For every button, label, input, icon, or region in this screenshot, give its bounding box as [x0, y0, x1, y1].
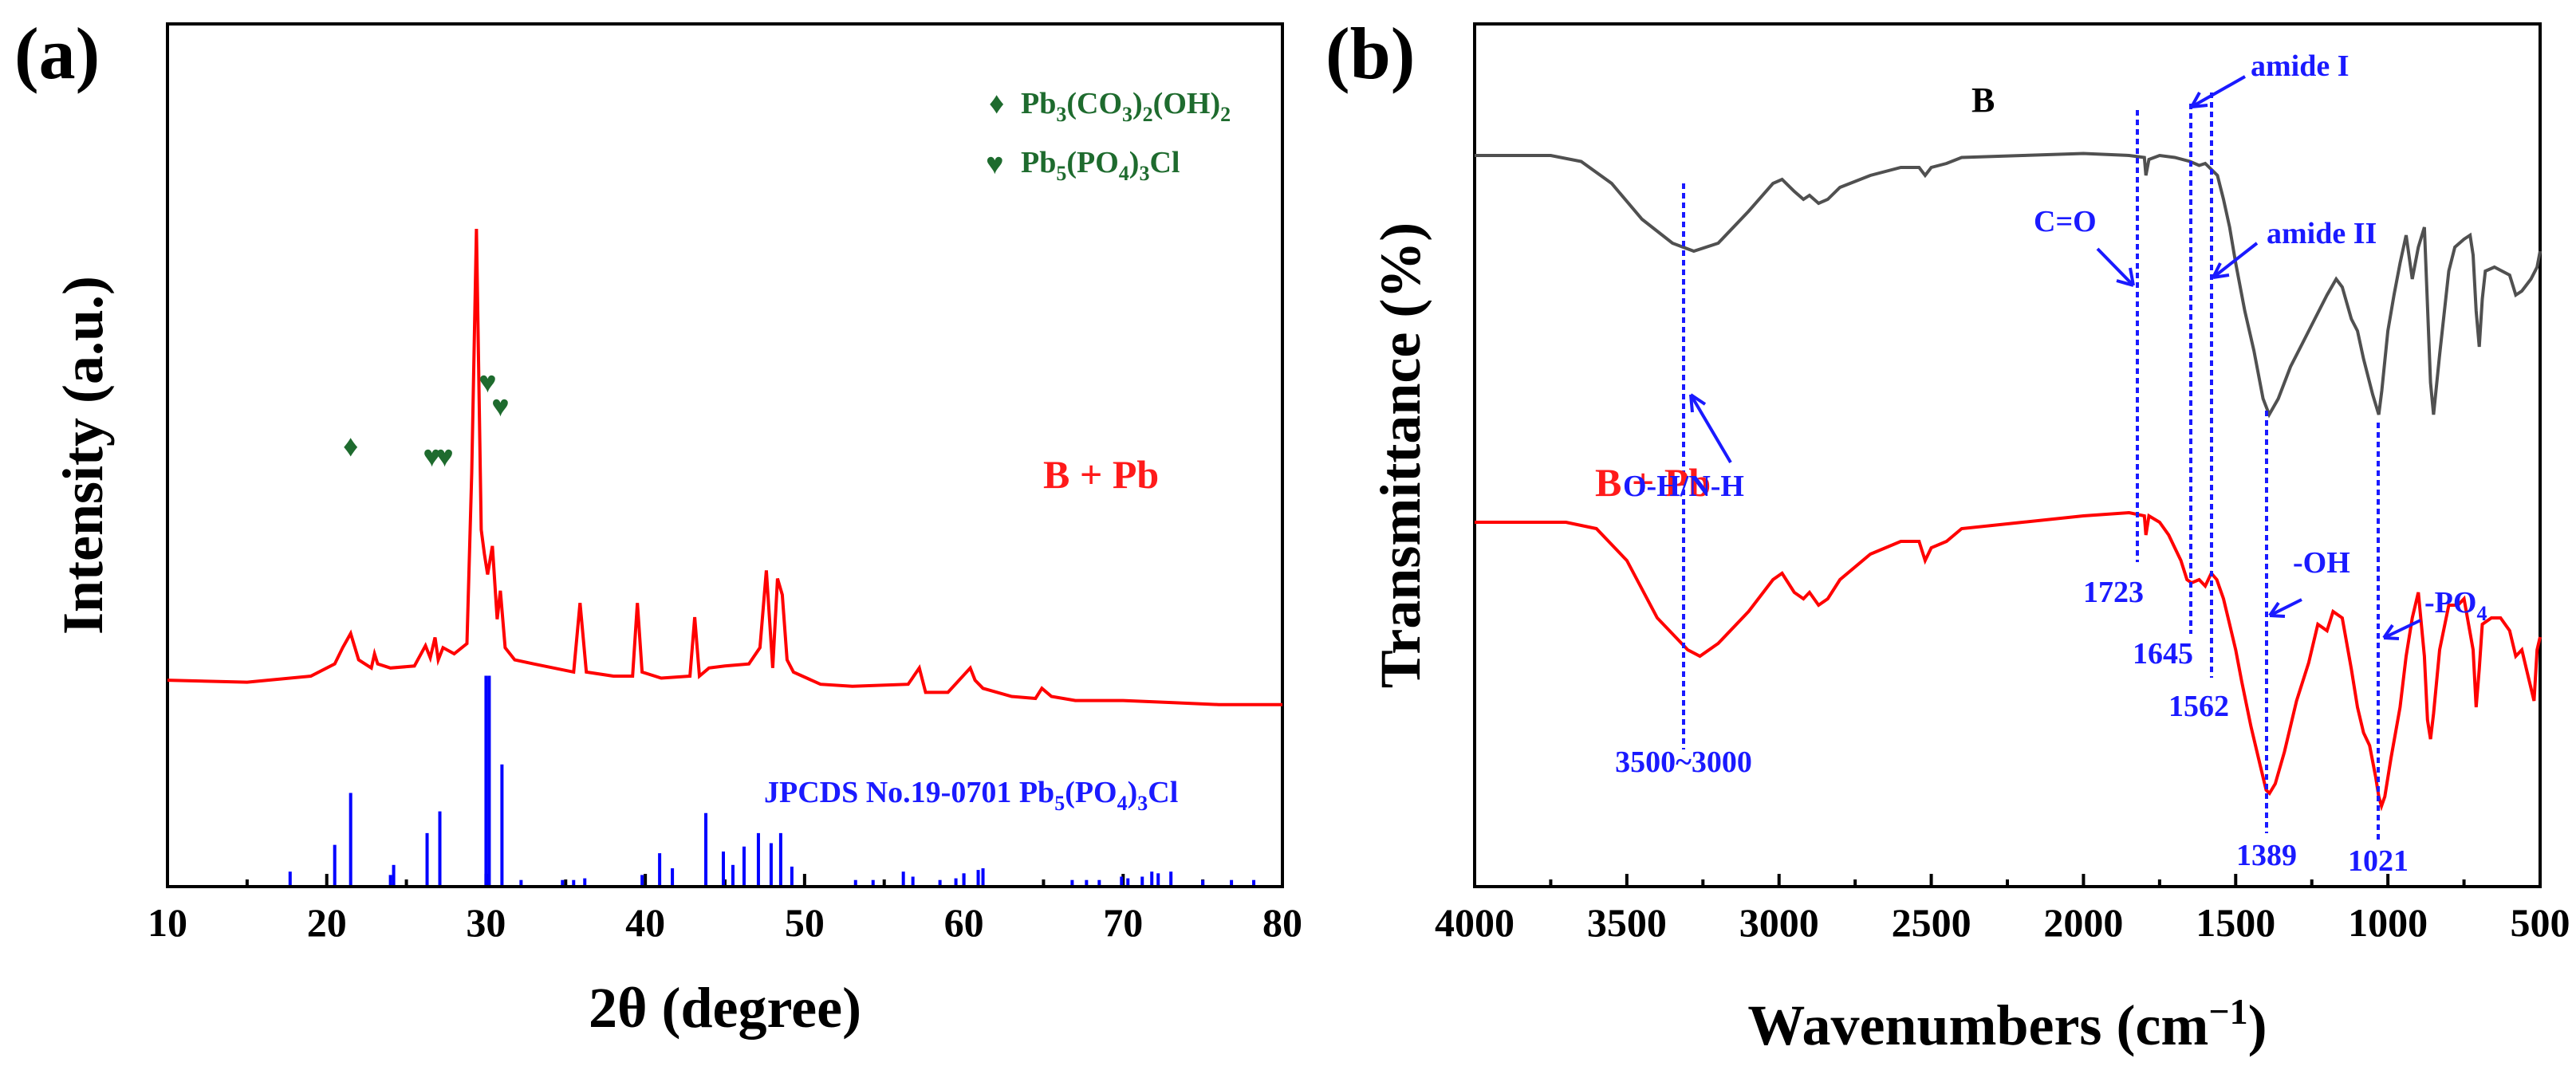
- legend-heart-icon: ♥: [986, 148, 1004, 181]
- label-amide2: amide II: [2267, 217, 2377, 250]
- x-tick-label: 3000: [1739, 900, 1819, 945]
- label-po4: -PO4: [2424, 586, 2487, 625]
- x-tick-label: 2500: [1892, 900, 1971, 945]
- arrow-head-oh: [2268, 601, 2286, 618]
- x-tick-label: 1000: [2348, 900, 2428, 945]
- arrow-amide1: [2191, 75, 2246, 108]
- panel-a-reference-sticks: [288, 675, 1256, 885]
- label-oh-nh: O-H/N-H: [1623, 470, 1744, 503]
- label-1389: 1389: [2236, 839, 2297, 872]
- panel-a-label: (a): [14, 13, 100, 94]
- arrow-oh-nh: [1689, 393, 1732, 464]
- label-amide1: amide I: [2251, 49, 2350, 83]
- x-tick-label: 80: [1262, 900, 1302, 945]
- legend-diamond-icon: ♦: [989, 87, 1004, 120]
- panel-b-x-tick-labels: 4000 3500 3000 2500 2000 1500 1000 500: [1435, 900, 2570, 945]
- x-tick-label: 4000: [1435, 900, 1514, 945]
- panel-a-series-line: [167, 228, 1282, 706]
- series-label-b: B: [1971, 81, 1995, 120]
- label-1645: 1645: [2133, 637, 2193, 671]
- panel-a-x-tick-labels: 10 20 30 40 50 60 70 80: [148, 900, 1302, 945]
- diamond-marker-icon: ♦: [343, 430, 358, 463]
- panel-b-series-b-line: [1475, 151, 2542, 419]
- x-tick-label: 70: [1103, 900, 1143, 945]
- heart-marker-icon: ♥: [435, 440, 454, 474]
- x-tick-label: 20: [307, 900, 347, 945]
- panel-a-y-axis-title: Intensity (a.u.): [51, 276, 115, 635]
- panel-a-x-axis-title: 2θ (degree): [589, 976, 861, 1040]
- x-tick-label: 500: [2511, 900, 2570, 945]
- series-label-bpb: B + Pb: [1595, 460, 1711, 505]
- panel-b-x-axis-title: Wavenumbers (cm−1): [1747, 991, 2267, 1057]
- x-tick-label: 40: [625, 900, 665, 945]
- panel-b-label: (b): [1325, 13, 1415, 94]
- x-tick-label: 3500: [1587, 900, 1667, 945]
- arrow-oh: [2269, 598, 2302, 617]
- label-1021: 1021: [2348, 844, 2409, 878]
- panel-a: (a) 10 20 30 40 50 60 70 80 ♦ ♥♥♥♥ 2θ (degree) I…: [14, 13, 1302, 1040]
- arrow-head-co: [2116, 267, 2135, 287]
- arrow-co: [2096, 247, 2135, 287]
- heart-marker-icon: ♥: [423, 440, 441, 474]
- x-tick-label: 10: [148, 900, 187, 945]
- arrow-head-po4: [2382, 624, 2400, 640]
- x-tick-label: 50: [785, 900, 825, 945]
- legend-item-pb5: Pb5(PO4)3Cl: [1021, 146, 1180, 185]
- heart-marker-icon: ♥: [479, 366, 497, 399]
- panel-a-series-label: B + Pb: [1043, 452, 1159, 497]
- x-tick-label: 30: [466, 900, 506, 945]
- panel-b-x-ticks: [1473, 874, 2542, 887]
- label-1723: 1723: [2083, 576, 2144, 609]
- panel-b-arrows: [1689, 75, 2421, 640]
- label-1562: 1562: [2168, 690, 2229, 723]
- x-tick-label: 2000: [2043, 900, 2123, 945]
- panel-a-reference-label: JPCDS No.19-0701 Pb5(PO4)3Cl: [764, 776, 1178, 815]
- arrow-head-amide2: [2212, 262, 2230, 279]
- panel-b-y-axis-title: Transmittance (%): [1369, 222, 1432, 689]
- arrow-head-oh-nh: [1689, 393, 1707, 413]
- panel-a-legend: ♦ Pb3(CO3)2(OH)2 ♥ Pb5(PO4)3Cl: [986, 87, 1231, 185]
- arrow-head-amide1: [2190, 92, 2208, 108]
- heart-marker-icon: ♥: [491, 390, 510, 423]
- x-tick-label: 60: [944, 900, 984, 945]
- arrow-amide2: [2212, 242, 2259, 279]
- arrow-po4: [2383, 619, 2421, 639]
- x-tick-label: 1500: [2196, 900, 2275, 945]
- legend-item-pb3: Pb3(CO3)2(OH)2: [1021, 87, 1231, 126]
- label-oh: -OH: [2293, 546, 2350, 580]
- panel-b: (b) 4000 3500 3000 2500 2000 1500 1000 500: [1325, 13, 2570, 1057]
- panel-b-series-bpb-line: [1475, 510, 2542, 812]
- label-range: 3500~3000: [1615, 745, 1752, 779]
- label-co: C=O: [2034, 205, 2097, 238]
- panel-a-phase-markers: ♦ ♥♥♥♥: [343, 366, 510, 474]
